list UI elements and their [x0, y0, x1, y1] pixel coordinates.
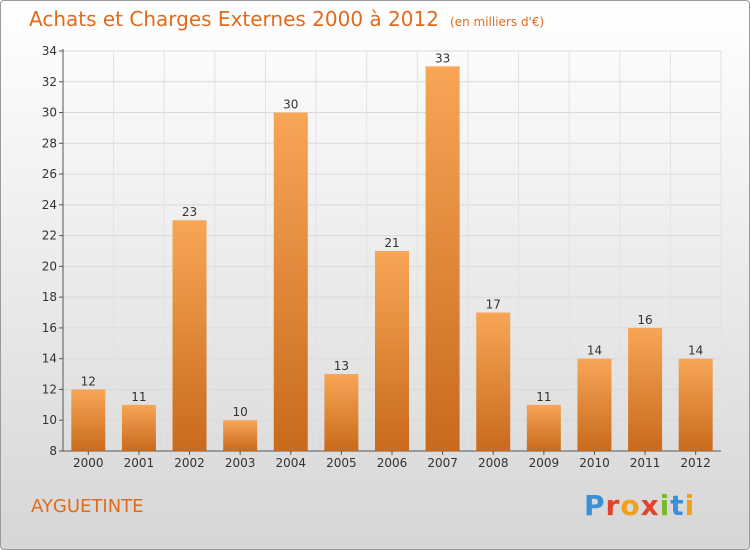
bar-2011 [628, 327, 663, 451]
value-label-2003: 10 [233, 405, 248, 419]
bar-2012 [678, 358, 713, 451]
x-tick-label-2010: 2010 [579, 456, 610, 470]
value-label-2011: 16 [637, 313, 652, 327]
y-tick-label: 32 [42, 75, 57, 89]
x-tick-label-2008: 2008 [478, 456, 509, 470]
value-label-2006: 21 [384, 236, 399, 250]
y-tick-label: 14 [42, 352, 57, 366]
value-label-2012: 14 [688, 344, 703, 358]
value-label-2005: 13 [334, 359, 349, 373]
y-tick-label: 28 [42, 136, 57, 150]
x-tick-label-2001: 2001 [124, 456, 155, 470]
chart-unit-note: (en milliers d'€) [450, 15, 545, 29]
x-tick-label-2011: 2011 [630, 456, 661, 470]
bar-2001 [121, 404, 156, 451]
bar-2006 [375, 251, 409, 451]
logo-letter: x [640, 489, 660, 522]
x-tick-label-2000: 2000 [73, 456, 104, 470]
value-label-2001: 11 [131, 390, 146, 404]
bar-2010 [577, 358, 612, 451]
value-label-2000: 12 [81, 374, 96, 388]
x-tick-label-2006: 2006 [377, 456, 408, 470]
value-label-2002: 23 [182, 205, 197, 219]
x-tick-label-2012: 2012 [680, 456, 711, 470]
y-tick-label: 10 [42, 413, 57, 427]
logo-letter: P [584, 489, 606, 522]
x-tick-label-2003: 2003 [225, 456, 256, 470]
x-tick-label-2005: 2005 [326, 456, 357, 470]
value-label-2009: 11 [536, 390, 551, 404]
logo-letter: r [605, 489, 621, 522]
bar-2005 [324, 374, 359, 451]
value-label-2004: 30 [283, 98, 298, 112]
y-tick-label: 12 [42, 382, 57, 396]
y-tick-label: 24 [42, 198, 57, 212]
x-tick-label-2007: 2007 [427, 456, 458, 470]
y-tick-label: 30 [42, 106, 57, 120]
y-tick-label: 26 [42, 167, 57, 181]
bar-2009 [526, 404, 561, 451]
y-tick-label: 20 [42, 259, 57, 273]
bar-2000 [71, 389, 106, 451]
bar-2003 [223, 420, 258, 451]
y-tick-label: 34 [42, 44, 57, 58]
logo-letter: i [684, 489, 696, 522]
bar-2008 [476, 312, 511, 451]
commune-name: AYGUETINTE [31, 496, 144, 517]
logo-letter: i [659, 489, 671, 522]
y-tick-label: 16 [42, 321, 57, 335]
value-label-2010: 14 [587, 344, 602, 358]
value-label-2008: 17 [486, 298, 501, 312]
x-tick-label-2002: 2002 [174, 456, 205, 470]
bars [71, 66, 713, 452]
proxiti-logo: Proxiti [584, 489, 695, 522]
chart-title: Achats et Charges Externes 2000 à 2012 (… [29, 7, 544, 31]
y-tick-label: 18 [42, 290, 57, 304]
value-label-2007: 33 [435, 51, 450, 65]
x-tick-label-2004: 2004 [275, 456, 306, 470]
x-tick-label-2009: 2009 [529, 456, 560, 470]
bar-2004 [273, 112, 308, 452]
logo-letter: t [670, 489, 685, 522]
logo-letter: o [620, 489, 641, 522]
chart-title-text: Achats et Charges Externes 2000 à 2012 [29, 7, 439, 31]
value-labels: 12 11 23 10 30 13 21 33 17 11 14 16 14 [81, 51, 704, 419]
y-tick-label: 22 [42, 229, 57, 243]
bar-2002 [172, 220, 207, 451]
bar-2007 [425, 66, 460, 451]
y-tick-label: 8 [49, 444, 57, 458]
